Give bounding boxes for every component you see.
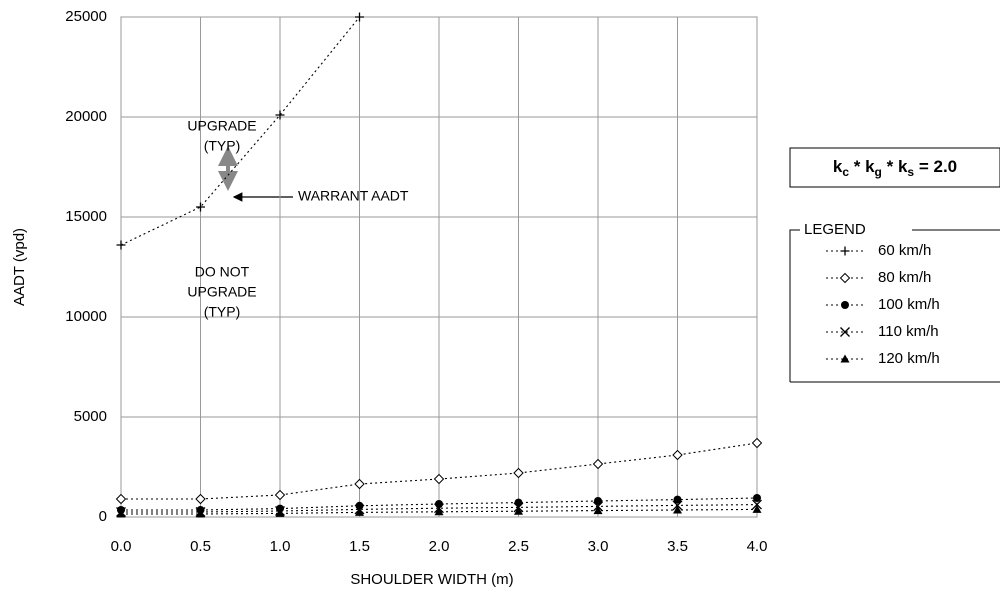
formula-rest: * <box>882 157 898 176</box>
annotation: UPGRADE <box>187 284 256 300</box>
x-tick-label: 0.5 <box>190 538 211 555</box>
marker <box>839 272 851 284</box>
marker <box>592 458 604 470</box>
formula-box <box>789 147 1000 188</box>
marker <box>751 437 763 449</box>
annotation: (TYP) <box>204 304 241 320</box>
y-tick-label: 5000 <box>74 408 107 425</box>
formula-sub: c <box>842 165 849 179</box>
x-tick-label: 3.5 <box>667 538 688 555</box>
y-tick-label: 20000 <box>65 108 107 125</box>
legend-title: LEGEND <box>804 221 866 238</box>
formula-rest: * <box>849 157 865 176</box>
formula-sub: s <box>907 165 914 179</box>
legend-label: 60 km/h <box>878 242 931 259</box>
marker <box>275 508 285 517</box>
series-line <box>121 442 758 500</box>
y-tick-label: 25000 <box>65 8 107 25</box>
legend-label: 100 km/h <box>878 296 940 313</box>
formula-base: k <box>898 157 908 176</box>
y-axis-label: AADT (vpd) <box>11 228 28 306</box>
marker <box>433 473 445 485</box>
legend-label: 120 km/h <box>878 350 940 367</box>
marker <box>593 506 603 515</box>
annotation: (TYP) <box>204 138 241 154</box>
series-line <box>121 508 758 515</box>
marker <box>594 497 602 505</box>
x-tick-label: 3.0 <box>588 538 609 555</box>
formula-base: k <box>833 157 843 176</box>
marker <box>673 505 682 514</box>
marker <box>115 493 127 505</box>
marker <box>841 301 849 309</box>
marker <box>435 500 443 508</box>
y-tick-label: 10000 <box>65 308 107 325</box>
annotation: UPGRADE <box>187 118 256 134</box>
y-tick-label: 0 <box>99 508 107 525</box>
marker <box>275 110 285 120</box>
legend-box <box>789 229 1000 383</box>
series-line <box>121 504 758 513</box>
marker <box>840 327 850 337</box>
x-tick-label: 0.0 <box>111 538 132 555</box>
marker <box>672 500 683 511</box>
x-tick-label: 1.5 <box>349 538 370 555</box>
marker <box>673 495 682 504</box>
marker <box>513 467 524 479</box>
x-tick-label: 2.5 <box>508 538 529 555</box>
y-tick-label: 15000 <box>65 208 107 225</box>
marker <box>434 507 444 516</box>
marker <box>514 506 523 515</box>
series-line <box>121 497 758 511</box>
marker <box>355 507 364 516</box>
x-tick-label: 4.0 <box>747 538 768 555</box>
marker <box>753 494 761 502</box>
formula-base: k <box>865 157 875 176</box>
formula: kc * kg * ks = 2.0 <box>833 157 957 179</box>
annotation: WARRANT AADT <box>298 188 409 204</box>
marker <box>195 493 206 505</box>
x-axis-label: SHOULDER WIDTH (m) <box>350 571 513 588</box>
marker <box>840 354 850 363</box>
x-tick-label: 2.0 <box>429 538 450 555</box>
marker <box>274 489 286 501</box>
legend-label: 110 km/h <box>878 323 939 340</box>
marker <box>752 499 762 510</box>
marker <box>672 449 683 461</box>
marker <box>354 478 365 490</box>
formula-sub: g <box>875 165 882 179</box>
marker <box>116 509 126 518</box>
annotation: DO NOT <box>195 264 250 280</box>
marker <box>196 202 205 212</box>
marker <box>752 504 762 513</box>
x-tick-label: 1.0 <box>270 538 291 555</box>
marker <box>840 246 850 256</box>
marker <box>116 240 126 250</box>
marker <box>355 12 364 22</box>
legend-label: 80 km/h <box>878 269 931 286</box>
marker <box>196 509 205 518</box>
formula-rest: = 2.0 <box>914 157 957 176</box>
